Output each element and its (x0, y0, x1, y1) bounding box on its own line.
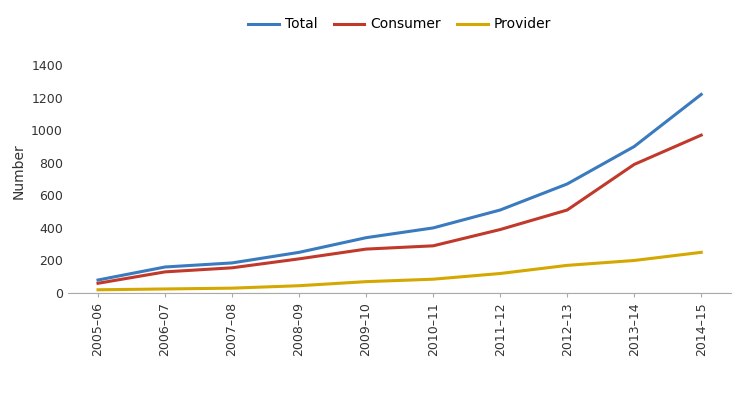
Provider (562, 263, 572, 268)
Total (362, 235, 371, 240)
Provider (161, 287, 170, 291)
Line: Provider: Provider (98, 252, 701, 290)
Provider (362, 279, 371, 284)
Provider (630, 258, 639, 263)
Line: Consumer: Consumer (98, 135, 701, 283)
Total (295, 250, 304, 255)
Line: Total: Total (98, 94, 701, 280)
Consumer (562, 208, 572, 212)
Provider (228, 286, 237, 291)
Consumer (93, 281, 103, 286)
Total (495, 208, 504, 212)
Consumer (228, 265, 237, 270)
Consumer (630, 162, 639, 167)
Provider (295, 283, 304, 288)
Total (428, 225, 437, 230)
Consumer (295, 256, 304, 261)
Consumer (428, 243, 437, 248)
Total (93, 278, 103, 282)
Total (562, 182, 572, 186)
Consumer (495, 227, 504, 232)
Legend: Total, Consumer, Provider: Total, Consumer, Provider (243, 12, 556, 37)
Total (161, 265, 170, 269)
Provider (428, 277, 437, 282)
Consumer (362, 247, 371, 252)
Provider (93, 287, 103, 292)
Provider (495, 271, 504, 276)
Total (228, 260, 237, 265)
Provider (697, 250, 706, 255)
Total (697, 92, 706, 97)
Consumer (161, 269, 170, 274)
Consumer (697, 133, 706, 138)
Total (630, 144, 639, 149)
Y-axis label: Number: Number (11, 143, 26, 199)
